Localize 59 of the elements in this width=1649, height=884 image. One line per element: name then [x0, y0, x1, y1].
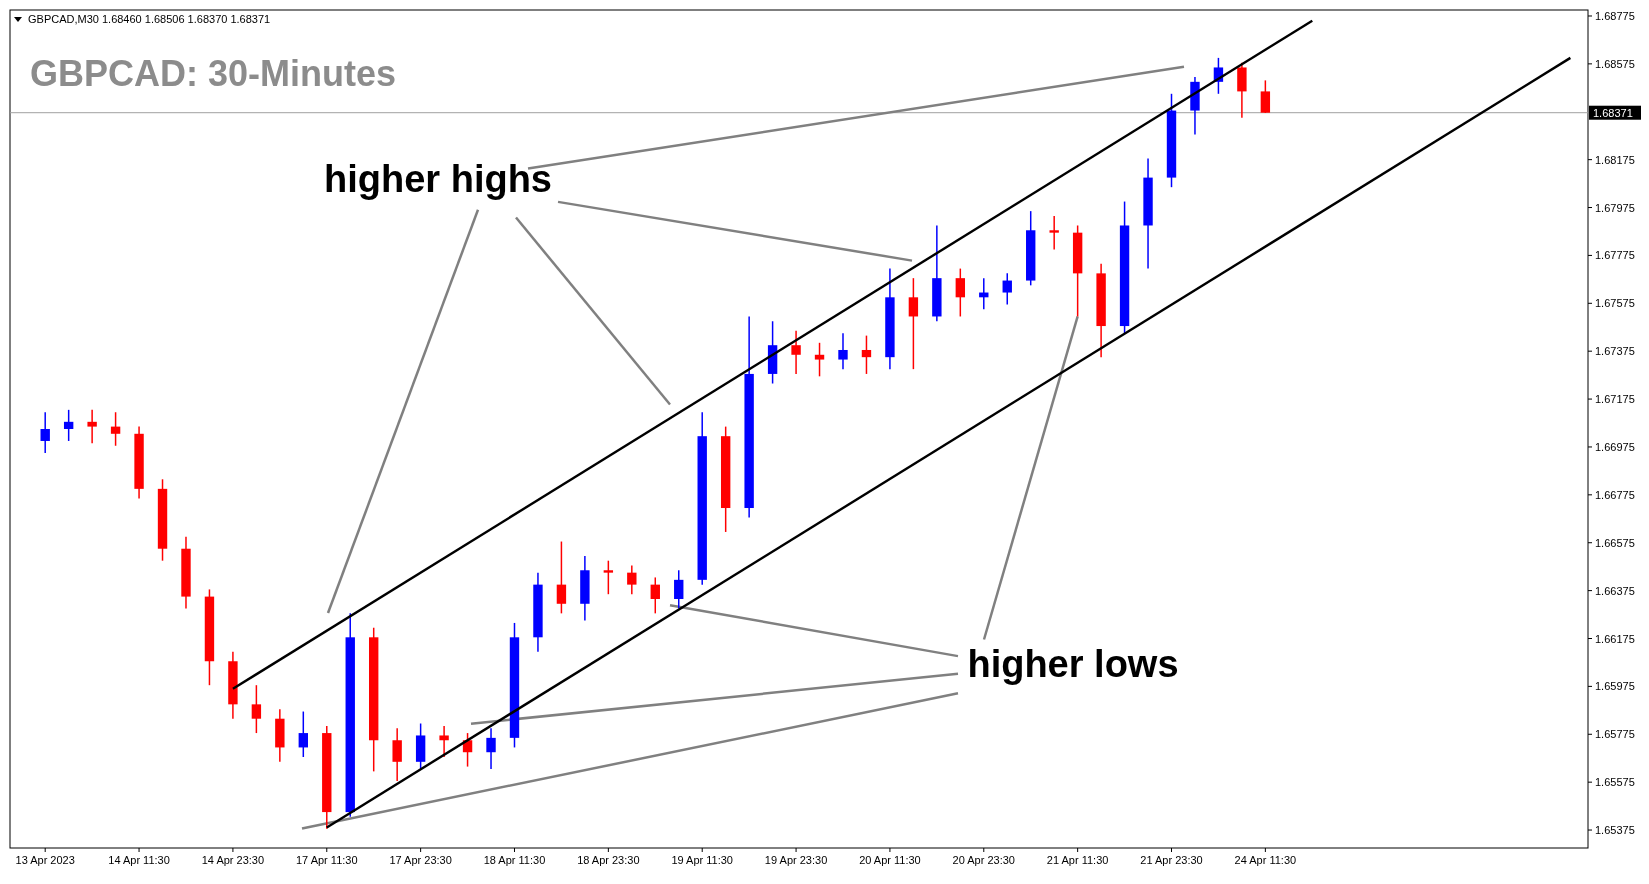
candlestick	[392, 727, 402, 782]
y-tick-label: 1.67975	[1595, 201, 1635, 214]
candlestick	[627, 564, 637, 595]
candlestick	[838, 332, 848, 370]
x-tick-label: 13 Apr 2023	[15, 854, 75, 866]
candlestick	[955, 267, 966, 318]
candlestick	[439, 725, 449, 758]
candlestick	[1002, 272, 1012, 306]
candlestick	[1049, 215, 1059, 251]
x-tick-label: 19 Apr 11:30	[671, 854, 733, 866]
y-tick-label: 1.67375	[1595, 345, 1635, 358]
y-tick-label: 1.65975	[1595, 680, 1635, 693]
candlestick	[40, 411, 50, 454]
y-tick-label: 1.66175	[1595, 632, 1635, 645]
candlestick	[486, 727, 496, 770]
candlestick	[298, 710, 308, 758]
candlestick	[674, 569, 684, 610]
candlestick	[861, 334, 872, 375]
candlestick	[87, 409, 97, 445]
x-tick-label: 21 Apr 11:30	[1046, 854, 1109, 866]
y-tick-label: 1.66575	[1595, 536, 1635, 549]
x-tick-label: 18 Apr 11:30	[483, 854, 546, 866]
x-tick-label: 20 Apr 23:30	[952, 854, 1015, 866]
y-tick-label: 1.66975	[1595, 440, 1635, 453]
text: GBPCAD: 30-Minutes	[30, 53, 397, 94]
x-tick-label: 14 Apr 23:30	[201, 854, 265, 866]
ref-line-label: 1.68371	[1593, 106, 1633, 119]
y-tick-label: 1.65775	[1595, 728, 1635, 741]
x-tick-label: 24 Apr 11:30	[1234, 854, 1297, 866]
y-tick-label: 1.66775	[1595, 488, 1635, 501]
x-tick-label: 17 Apr 23:30	[389, 854, 452, 866]
candlestick	[650, 576, 660, 615]
y-tick-label: 1.67575	[1595, 297, 1635, 310]
candlestick	[814, 342, 825, 378]
chart-subtitle: GBPCAD,M30 1.68460 1.68506 1.68370 1.68371	[28, 13, 271, 25]
candlestick	[908, 277, 919, 370]
candlestick	[63, 409, 74, 442]
y-tick-label: 1.67175	[1595, 393, 1635, 406]
x-tick-label: 20 Apr 11:30	[859, 854, 921, 866]
x-tick-label: 19 Apr 23:30	[764, 854, 828, 866]
candlestick	[110, 411, 121, 447]
y-tick-label: 1.65575	[1595, 776, 1635, 789]
candlestick	[251, 684, 262, 734]
x-tick-label: 21 Apr 23:30	[1140, 854, 1203, 866]
x-tick-label: 17 Apr 11:30	[295, 854, 358, 866]
candlestick	[603, 559, 614, 595]
x-tick-label: 18 Apr 23:30	[577, 854, 640, 866]
annotation: higher highs	[324, 158, 552, 201]
y-tick-label: 1.66375	[1595, 584, 1635, 597]
y-tick-label: 1.67775	[1595, 249, 1635, 262]
candlestick	[556, 540, 567, 615]
candlestick	[1260, 79, 1271, 114]
y-tick-label: 1.65375	[1595, 824, 1635, 837]
x-tick-label: 14 Apr 11:30	[108, 854, 170, 866]
y-tick-label: 1.68175	[1595, 153, 1635, 166]
y-tick-label: 1.68775	[1595, 9, 1635, 22]
annotation: higher lows	[967, 642, 1179, 685]
y-tick-label: 1.68575	[1595, 57, 1635, 70]
candlestick	[791, 330, 801, 375]
